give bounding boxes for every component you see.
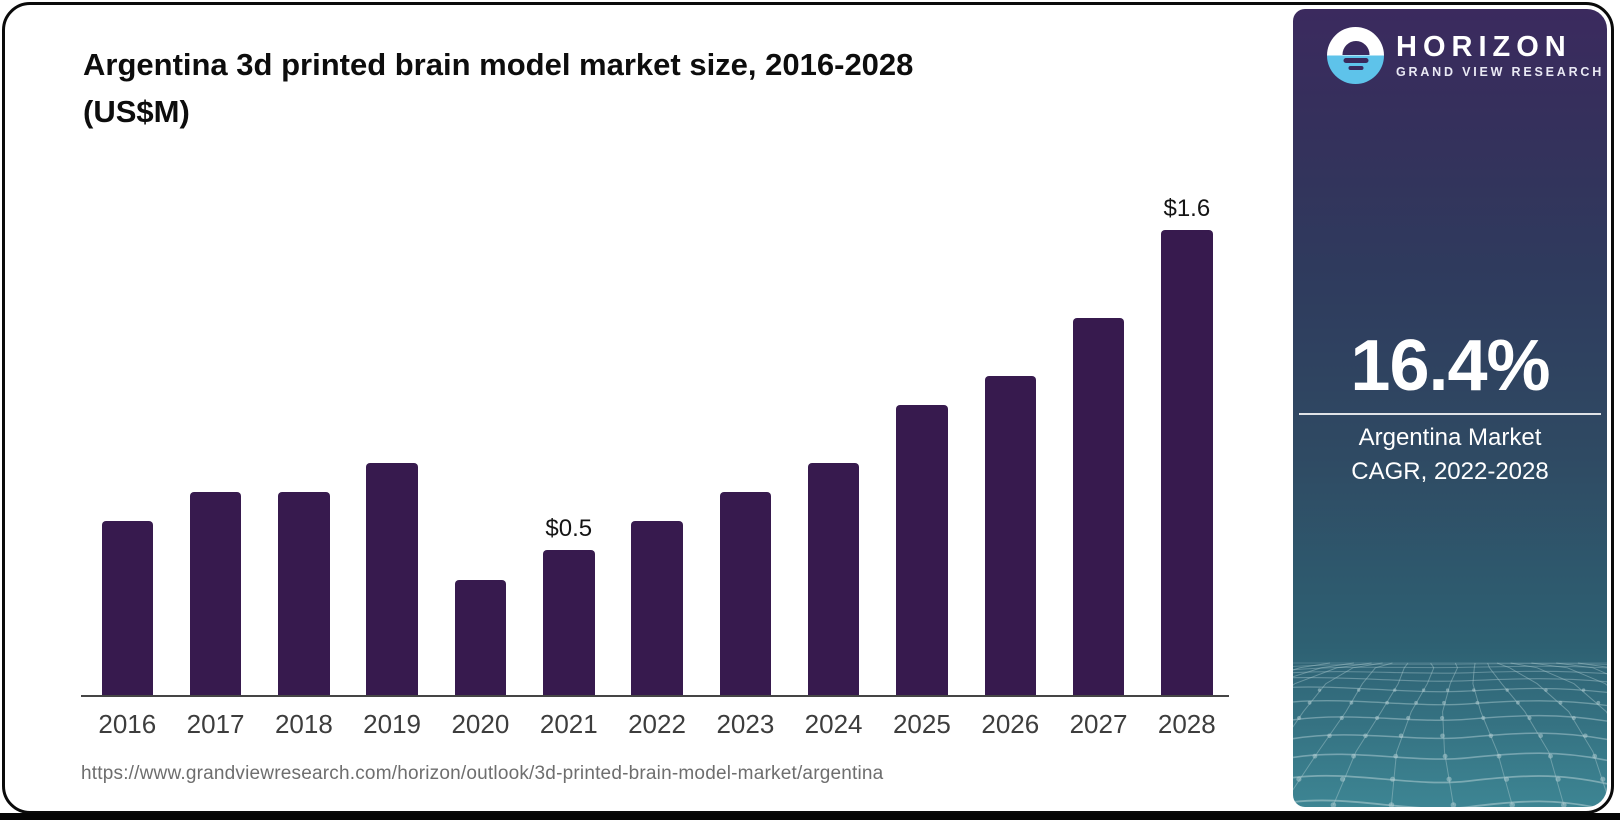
bar-2016 — [101, 521, 153, 696]
bar-value-label-2021: $0.5 — [545, 515, 593, 542]
x-axis-line — [81, 695, 1229, 697]
chart-title-line2: (US$M) — [83, 94, 190, 129]
plot-area: $0.5 $1.6 — [5, 5, 1255, 696]
bar-2019 — [366, 463, 418, 696]
bar-value-label-2028: $1.6 — [1163, 195, 1211, 222]
bar-2023 — [719, 492, 772, 696]
cagr-label-line2: CAGR, 2022-2028 — [1351, 458, 1549, 485]
x-tick-2018: 2018 — [274, 709, 333, 739]
bar-2027 — [1072, 318, 1125, 696]
cagr-label-line1: Argentina Market — [1358, 424, 1542, 451]
cagr-value: 16.4% — [1350, 326, 1550, 406]
x-tick-2024: 2024 — [804, 709, 863, 739]
x-tick-2020: 2020 — [451, 709, 510, 739]
chart-title-line1: Argentina 3d printed brain model market … — [83, 47, 914, 82]
x-tick-2023: 2023 — [716, 709, 775, 739]
brand-name: HORIZON — [1396, 31, 1572, 63]
x-tick-2026: 2026 — [981, 709, 1040, 739]
x-tick-2028: 2028 — [1157, 709, 1216, 739]
x-tick-2016: 2016 — [98, 709, 157, 739]
bar-2020 — [454, 580, 507, 696]
brand-subtitle: GRAND VIEW RESEARCH — [1396, 65, 1605, 79]
chart-title: Argentina 3d printed brain model market … — [83, 41, 1083, 135]
x-tick-2022: 2022 — [628, 709, 686, 739]
bar-2021: $0.5 — [543, 515, 595, 696]
horizon-logo-icon — [1327, 27, 1384, 84]
bar-2018 — [278, 492, 330, 696]
cagr-label: Argentina Market CAGR, 2022-2028 — [1293, 421, 1607, 489]
brand-text: HORIZON GRAND VIEW RESEARCH — [1396, 32, 1604, 79]
x-tick-2027: 2027 — [1069, 709, 1128, 739]
x-tick-2017: 2017 — [186, 709, 245, 739]
bar-2024 — [807, 463, 860, 696]
mesh-decoration-graphic — [1293, 662, 1607, 807]
bottom-edge-strip — [0, 813, 1620, 820]
bar-2028: $1.6 — [1161, 195, 1213, 696]
x-tick-2021: 2021 — [539, 709, 598, 739]
cagr-divider — [1299, 413, 1601, 415]
logo-horizon-line-2 — [1348, 65, 1363, 70]
sidebar-panel: HORIZON GRAND VIEW RESEARCH 16.4% Argent… — [1293, 9, 1607, 807]
bar-2022 — [631, 521, 683, 696]
bar-2017 — [189, 492, 242, 696]
x-axis-labels: 2016 2017 2018 2019 2020 2021 2022 2023 2024 2025… — [5, 709, 1255, 743]
x-tick-2019: 2019 — [363, 709, 422, 739]
source-url: https://www.grandviewresearch.com/horizo… — [81, 763, 884, 784]
brand: HORIZON GRAND VIEW RESEARCH — [1327, 27, 1604, 84]
x-tick-2025: 2025 — [892, 709, 951, 739]
bar-2026 — [984, 376, 1036, 696]
logo-horizon-line-1 — [1343, 58, 1368, 63]
logo-sun-shape — [1342, 41, 1369, 55]
bar-2025 — [896, 405, 948, 696]
